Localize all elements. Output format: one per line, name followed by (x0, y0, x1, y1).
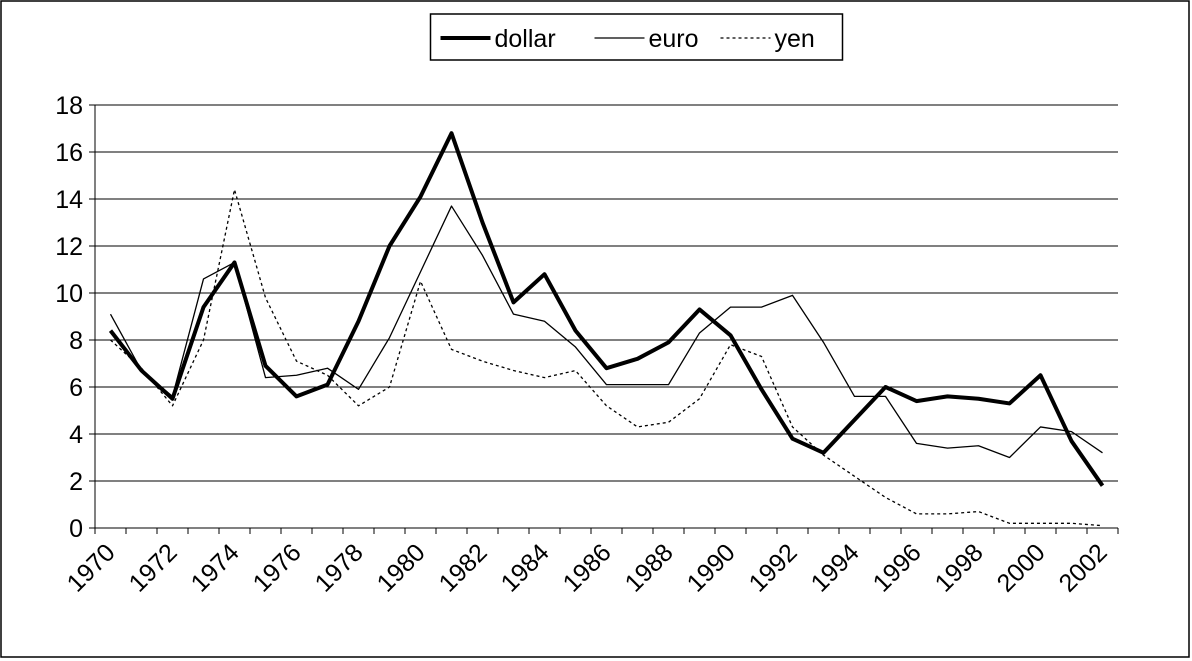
legend-box (429, 13, 844, 61)
y-tick-label: 10 (55, 280, 83, 308)
series-line (109, 205, 1103, 459)
legend-label: yen (775, 25, 815, 53)
y-tick-label: 12 (55, 233, 83, 261)
y-tick-label: 0 (69, 515, 83, 543)
y-tick-label: 14 (55, 186, 83, 214)
y-tick-label: 4 (69, 421, 83, 449)
series-line (110, 188, 1103, 527)
series-line (108, 131, 1105, 487)
y-tick-label: 6 (69, 374, 83, 402)
y-tick-label: 18 (55, 92, 83, 120)
legend: dollar euro yen (429, 13, 844, 61)
legend-label: euro (649, 25, 699, 53)
y-tick-label: 2 (69, 468, 83, 496)
legend-label: dollar (495, 25, 556, 53)
y-tick-label: 16 (55, 139, 83, 167)
y-tick-label: 8 (69, 327, 83, 355)
